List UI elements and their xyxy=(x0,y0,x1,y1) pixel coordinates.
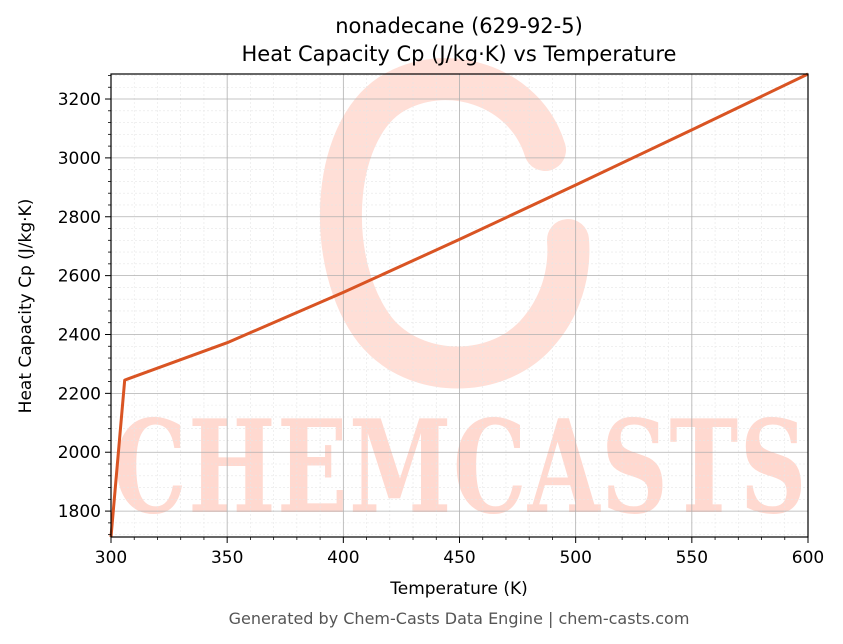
x-tick-label: 300 xyxy=(95,548,127,568)
footer-credit: Generated by Chem-Casts Data Engine | ch… xyxy=(229,609,690,628)
y-tick-label: 2000 xyxy=(58,443,101,463)
x-tick-labels: 300 350 400 450 500 550 600 xyxy=(95,548,824,568)
y-tick-label: 1800 xyxy=(58,502,101,522)
axis-ticks xyxy=(105,75,809,543)
chart-title: nonadecane (629-92-5) xyxy=(335,14,583,38)
x-tick-label: 500 xyxy=(559,548,591,568)
y-tick-label: 2400 xyxy=(58,325,101,345)
x-tick-label: 550 xyxy=(676,548,708,568)
x-tick-label: 350 xyxy=(211,548,243,568)
watermark-text: CHEMCASTS xyxy=(113,393,808,543)
x-tick-label: 600 xyxy=(792,548,824,568)
chart-subtitle: Heat Capacity Cp (J/kg·K) vs Temperature xyxy=(242,42,677,66)
y-tick-label: 2600 xyxy=(58,267,101,287)
y-axis-label: Heat Capacity Cp (J/kg·K) xyxy=(16,199,36,414)
x-tick-label: 400 xyxy=(327,548,359,568)
y-tick-label: 2200 xyxy=(58,384,101,404)
watermark-swirl xyxy=(319,58,590,389)
x-axis-label: Temperature (K) xyxy=(389,579,528,599)
series-line-0 xyxy=(109,72,809,538)
y-tick-label: 3000 xyxy=(58,149,101,169)
series-layer xyxy=(109,72,809,538)
y-tick-labels: 1800 2000 2200 2400 2600 2800 3000 3200 xyxy=(58,90,101,522)
x-tick-label: 450 xyxy=(443,548,475,568)
y-tick-label: 3200 xyxy=(58,90,101,110)
y-tick-label: 2800 xyxy=(58,208,101,228)
major-grid xyxy=(110,74,809,537)
